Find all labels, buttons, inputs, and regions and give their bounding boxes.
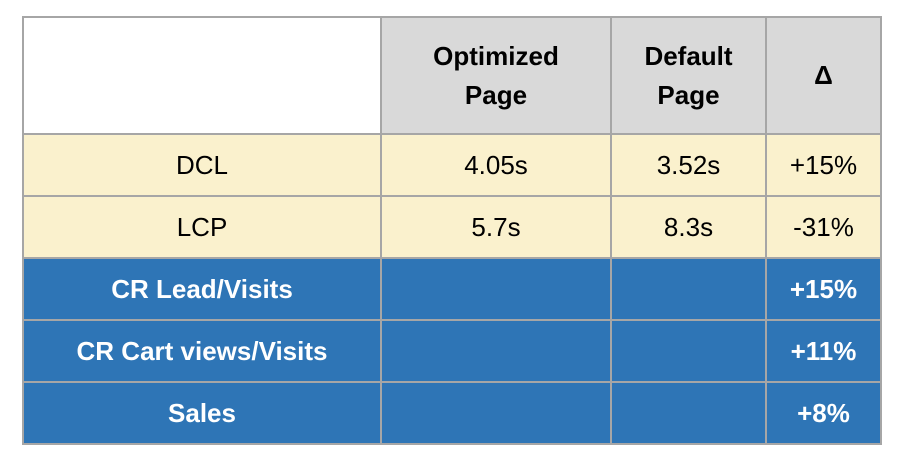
cell-optimized: 5.7s — [380, 195, 612, 259]
cell-delta: +15% — [765, 257, 882, 321]
table-row-cr-cart-views-visits: CR Cart views/Visits +11% — [22, 319, 882, 383]
cell-optimized: 4.05s — [380, 133, 612, 197]
cell-default: 8.3s — [610, 195, 767, 259]
column-header-delta: Δ — [765, 16, 882, 135]
row-label: Sales — [22, 381, 382, 445]
comparison-table: Optimized Page Default Page Δ DCL 4.05s … — [22, 16, 882, 445]
column-header-optimized-page: Optimized Page — [380, 16, 612, 135]
cell-delta: +8% — [765, 381, 882, 445]
cell-default — [610, 319, 767, 383]
table-row-sales: Sales +8% — [22, 381, 882, 445]
cell-default: 3.52s — [610, 133, 767, 197]
table-header-row: Optimized Page Default Page Δ — [22, 16, 882, 135]
table-row-dcl: DCL 4.05s 3.52s +15% — [22, 133, 882, 197]
corner-cell — [22, 16, 382, 135]
cell-delta: +15% — [765, 133, 882, 197]
row-label: DCL — [22, 133, 382, 197]
table-row-cr-lead-visits: CR Lead/Visits +15% — [22, 257, 882, 321]
cell-delta: -31% — [765, 195, 882, 259]
table-row-lcp: LCP 5.7s 8.3s -31% — [22, 195, 882, 259]
cell-optimized — [380, 381, 612, 445]
cell-delta: +11% — [765, 319, 882, 383]
cell-default — [610, 381, 767, 445]
row-label: CR Cart views/Visits — [22, 319, 382, 383]
row-label: CR Lead/Visits — [22, 257, 382, 321]
cell-optimized — [380, 257, 612, 321]
row-label: LCP — [22, 195, 382, 259]
cell-optimized — [380, 319, 612, 383]
column-header-default-page: Default Page — [610, 16, 767, 135]
cell-default — [610, 257, 767, 321]
